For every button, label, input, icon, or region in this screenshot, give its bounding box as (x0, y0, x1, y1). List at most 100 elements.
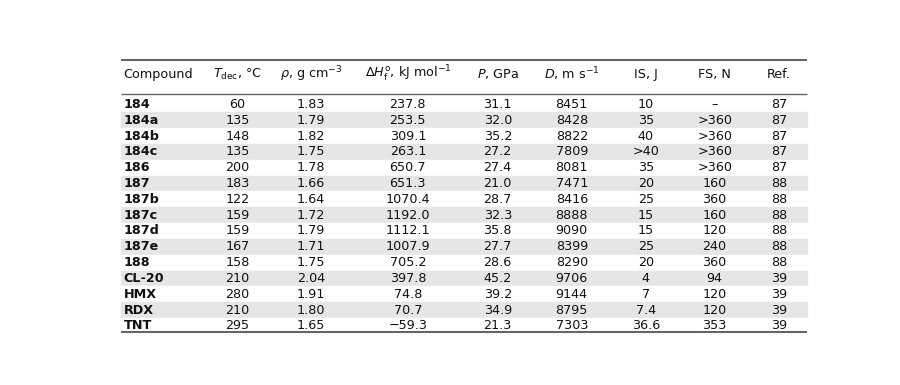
Text: 1070.4: 1070.4 (385, 193, 430, 206)
Text: 187: 187 (123, 177, 150, 190)
Text: 39: 39 (770, 288, 787, 301)
Text: 39: 39 (770, 272, 787, 285)
Text: $D$, m s$^{-1}$: $D$, m s$^{-1}$ (544, 65, 599, 83)
Text: 159: 159 (226, 224, 250, 238)
Text: 360: 360 (703, 256, 727, 269)
Text: IS, J: IS, J (634, 68, 658, 81)
Text: 7.4: 7.4 (635, 303, 656, 316)
Bar (121, 255, 806, 271)
Text: 8428: 8428 (555, 114, 588, 127)
Text: 8081: 8081 (555, 161, 588, 174)
Text: 120: 120 (703, 224, 727, 238)
Text: 20: 20 (638, 177, 654, 190)
Text: 253.5: 253.5 (390, 114, 426, 127)
Text: 87: 87 (770, 130, 787, 142)
Text: 187c: 187c (123, 209, 158, 222)
Text: 160: 160 (703, 177, 727, 190)
Bar (121, 239, 806, 255)
Text: 35: 35 (638, 114, 654, 127)
Text: 1.71: 1.71 (297, 240, 325, 253)
Text: 28.6: 28.6 (483, 256, 512, 269)
Text: 1.75: 1.75 (297, 146, 325, 159)
Text: 309.1: 309.1 (390, 130, 426, 142)
Text: >360: >360 (698, 161, 733, 174)
Text: 210: 210 (226, 272, 250, 285)
Text: 21.0: 21.0 (483, 177, 512, 190)
Text: 148: 148 (226, 130, 250, 142)
Text: −59.3: −59.3 (389, 319, 428, 332)
Text: 88: 88 (770, 177, 787, 190)
Text: 10: 10 (638, 98, 654, 111)
Text: 28.7: 28.7 (483, 193, 512, 206)
Text: 280: 280 (226, 288, 250, 301)
Text: 39: 39 (770, 303, 787, 316)
Text: 87: 87 (770, 114, 787, 127)
Text: 8399: 8399 (555, 240, 588, 253)
Text: 88: 88 (770, 209, 787, 222)
Text: 160: 160 (703, 209, 727, 222)
Text: 60: 60 (230, 98, 246, 111)
Text: 87: 87 (770, 146, 787, 159)
Text: 159: 159 (226, 209, 250, 222)
Text: >360: >360 (698, 114, 733, 127)
Text: $\rho$, g cm$^{-3}$: $\rho$, g cm$^{-3}$ (280, 65, 342, 84)
Text: 39: 39 (770, 319, 787, 332)
Text: $\Delta H^{\mathrm{o}}_{\mathrm{f}}$, kJ mol$^{-1}$: $\Delta H^{\mathrm{o}}_{\mathrm{f}}$, kJ… (364, 64, 451, 84)
Text: 15: 15 (638, 224, 654, 238)
Bar (121, 160, 806, 176)
Text: 8416: 8416 (555, 193, 588, 206)
Text: 27.2: 27.2 (483, 146, 512, 159)
Text: 88: 88 (770, 224, 787, 238)
Text: >360: >360 (698, 146, 733, 159)
Bar (121, 286, 806, 302)
Text: 88: 88 (770, 193, 787, 206)
Text: 34.9: 34.9 (483, 303, 512, 316)
Text: 188: 188 (123, 256, 150, 269)
Text: 187d: 187d (123, 224, 159, 238)
Text: 1.66: 1.66 (297, 177, 325, 190)
Text: HMX: HMX (123, 288, 157, 301)
Text: 263.1: 263.1 (390, 146, 426, 159)
Text: 1.75: 1.75 (297, 256, 325, 269)
Text: 9706: 9706 (555, 272, 588, 285)
Text: 184: 184 (123, 98, 150, 111)
Bar (121, 176, 806, 191)
Text: 1007.9: 1007.9 (385, 240, 430, 253)
Text: 1.80: 1.80 (297, 303, 325, 316)
Text: 200: 200 (226, 161, 250, 174)
Text: 650.7: 650.7 (390, 161, 426, 174)
Text: 8290: 8290 (555, 256, 588, 269)
Bar (121, 271, 806, 286)
Text: 94: 94 (706, 272, 723, 285)
Bar (121, 112, 806, 128)
Text: 36.6: 36.6 (632, 319, 660, 332)
Text: 8795: 8795 (555, 303, 588, 316)
Text: –: – (712, 98, 718, 111)
Text: 210: 210 (226, 303, 250, 316)
Text: $T_{\mathrm{dec}}$, °C: $T_{\mathrm{dec}}$, °C (213, 67, 262, 82)
Text: 7: 7 (642, 288, 650, 301)
Text: 8822: 8822 (555, 130, 588, 142)
Text: 9090: 9090 (555, 224, 588, 238)
Text: 74.8: 74.8 (393, 288, 422, 301)
Text: 87: 87 (770, 161, 787, 174)
Text: 21.3: 21.3 (483, 319, 512, 332)
Bar (121, 144, 806, 160)
Text: 1192.0: 1192.0 (385, 209, 430, 222)
Text: 35: 35 (638, 161, 654, 174)
Text: 167: 167 (226, 240, 250, 253)
Text: 32.0: 32.0 (483, 114, 512, 127)
Text: 8451: 8451 (555, 98, 588, 111)
Text: 237.8: 237.8 (390, 98, 426, 111)
Text: 27.7: 27.7 (483, 240, 512, 253)
Text: 27.4: 27.4 (483, 161, 512, 174)
Text: 1.82: 1.82 (297, 130, 325, 142)
Text: 135: 135 (226, 146, 250, 159)
Text: 158: 158 (226, 256, 250, 269)
Text: 1.79: 1.79 (297, 114, 325, 127)
Text: 186: 186 (123, 161, 150, 174)
Text: Ref.: Ref. (767, 68, 791, 81)
Text: 2.04: 2.04 (297, 272, 325, 285)
Text: >360: >360 (698, 130, 733, 142)
Bar (121, 207, 806, 223)
